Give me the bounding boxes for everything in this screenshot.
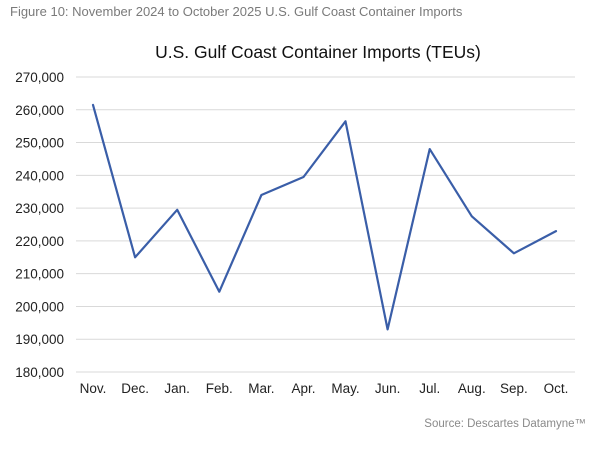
y-tick-label: 230,000 <box>15 201 64 216</box>
gridlines <box>76 76 575 373</box>
y-tick-label: 270,000 <box>15 70 64 85</box>
x-tick-label: Jul. <box>419 381 440 396</box>
x-tick-label: Aug. <box>458 381 486 396</box>
x-tick-label: Oct. <box>544 381 569 396</box>
x-tick-label: Nov. <box>80 381 107 396</box>
y-tick-label: 250,000 <box>15 136 64 151</box>
y-tick-label: 200,000 <box>15 299 64 314</box>
y-axis-ticks: 180,000 190,000 200,000 210,000 220,000 230,0… <box>15 70 64 380</box>
y-tick-label: 220,000 <box>15 234 64 249</box>
y-tick-label: 190,000 <box>15 332 64 347</box>
x-axis-ticks: Nov. Dec. Jan. Feb. Mar. Apr. May. Jun. Jul. Aug.… <box>80 381 569 396</box>
x-tick-label: Jan. <box>164 381 190 396</box>
series-line <box>91 103 558 331</box>
y-tick-label: 240,000 <box>15 168 64 183</box>
x-tick-label: Mar. <box>248 381 274 396</box>
x-tick-label: Apr. <box>291 381 315 396</box>
chart-title: U.S. Gulf Coast Container Imports (TEUs) <box>155 42 481 62</box>
y-tick-label: 180,000 <box>15 365 64 380</box>
x-tick-label: May. <box>331 381 359 396</box>
x-tick-label: Dec. <box>121 381 149 396</box>
y-tick-label: 260,000 <box>15 103 64 118</box>
x-tick-label: Jun. <box>375 381 401 396</box>
source-note: Source: Descartes Datamyne™ <box>424 418 586 430</box>
x-tick-label: Feb. <box>206 381 233 396</box>
series-group <box>91 103 558 331</box>
figure-caption: Figure 10: November 2024 to October 2025… <box>10 4 463 19</box>
y-tick-label: 210,000 <box>15 267 64 282</box>
x-tick-label: Sep. <box>500 381 528 396</box>
